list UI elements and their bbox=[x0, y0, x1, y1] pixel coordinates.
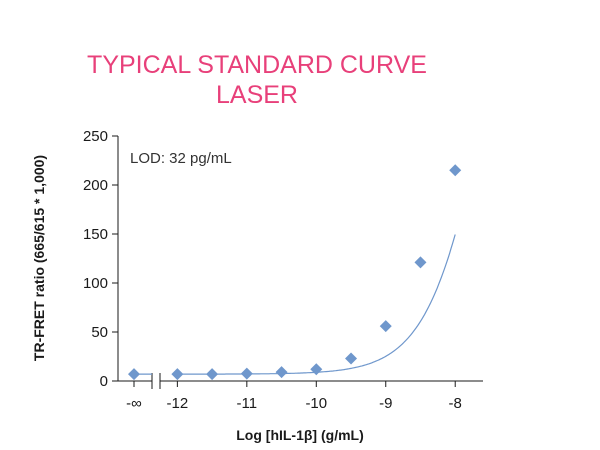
chart-title-line-1: TYPICAL STANDARD CURVE bbox=[87, 51, 427, 79]
x-tick-label: -9 bbox=[379, 395, 392, 412]
fit-curve bbox=[177, 234, 456, 375]
data-point bbox=[206, 368, 219, 381]
data-marks bbox=[128, 164, 462, 381]
y-tick-label: 250 bbox=[83, 128, 108, 145]
data-point bbox=[345, 352, 358, 365]
data-point bbox=[240, 367, 253, 380]
chart-title-line-2: LASER bbox=[216, 81, 298, 109]
y-tick-label: 150 bbox=[83, 226, 108, 243]
y-tick-label: 100 bbox=[83, 275, 108, 292]
data-point bbox=[171, 368, 184, 381]
data-point bbox=[414, 256, 427, 269]
y-tick-label: 0 bbox=[100, 373, 108, 390]
x-tick-label: -10 bbox=[305, 395, 327, 412]
x-tick-label: -12 bbox=[167, 395, 189, 412]
data-point bbox=[275, 366, 288, 379]
y-tick-label: 50 bbox=[91, 324, 108, 341]
x-tick-label: -8 bbox=[449, 395, 462, 412]
data-point bbox=[379, 320, 392, 333]
x-tick-label: -∞ bbox=[126, 395, 142, 412]
data-point bbox=[449, 164, 462, 177]
y-tick-label: 200 bbox=[83, 177, 108, 194]
x-tick-label: -11 bbox=[237, 395, 258, 412]
lod-annotation: LOD: 32 pg/mL bbox=[130, 150, 232, 167]
data-point bbox=[310, 363, 323, 376]
y-axis-label: TR-FRET ratio (665/615 * 1,000) bbox=[31, 155, 47, 361]
x-axis-label: Log [hIL-1β] (g/mL) bbox=[236, 427, 364, 443]
data-point bbox=[128, 368, 140, 381]
axes: 0 50 100 150 200 250 -∞ -12 -11 -10 -9 -8 bbox=[83, 128, 483, 412]
